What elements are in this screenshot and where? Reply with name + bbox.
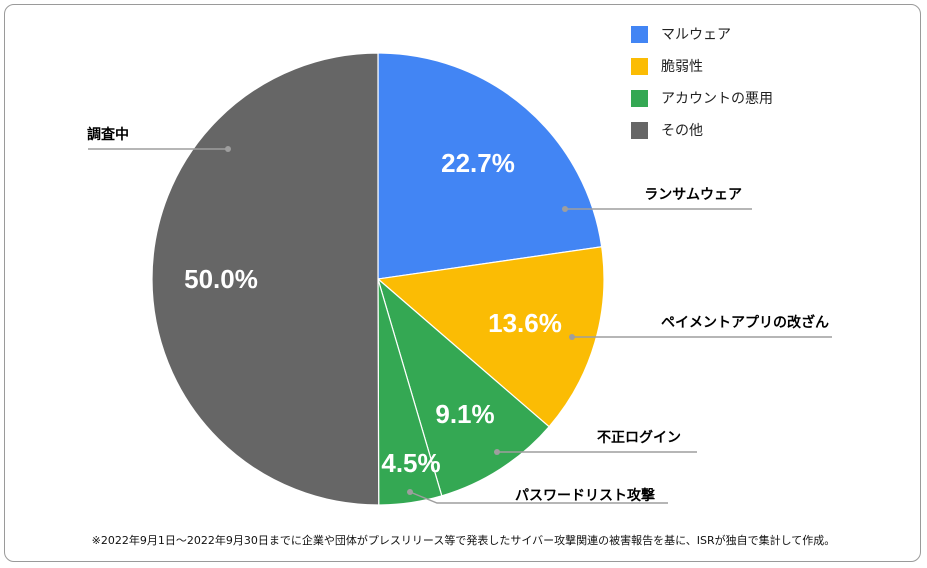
legend-label-account-abuse: アカウントの悪用	[661, 91, 773, 107]
value-label-password-list-attack: 4.5%	[381, 448, 440, 478]
category-label-ransomware: ランサムウェア	[644, 187, 742, 203]
callout-dot-password-list-attack	[407, 489, 413, 495]
value-label-under-investigation: 50.0%	[184, 264, 258, 294]
category-label-payment-app-tampering: ペイメントアプリの改ざん	[661, 314, 829, 331]
legend-item-vulnerability: 脆弱性	[631, 50, 773, 82]
legend-label-vulnerability: 脆弱性	[661, 59, 703, 75]
legend-swatch-other	[631, 121, 648, 139]
legend-swatch-vulnerability	[631, 57, 648, 75]
legend: マルウェア 脆弱性 アカウントの悪用 その他	[631, 18, 773, 146]
category-label-unauthorized-login: 不正ログイン	[597, 429, 681, 446]
legend-swatch-account-abuse	[631, 89, 648, 107]
callout-dot-payment-app-tampering	[569, 334, 575, 340]
callout-dot-ransomware	[562, 206, 568, 212]
category-label-under-investigation: 調査中	[87, 126, 129, 143]
value-label-unauthorized-login: 9.1%	[435, 399, 494, 429]
legend-item-account-abuse: アカウントの悪用	[631, 82, 773, 114]
legend-item-other: その他	[631, 114, 773, 146]
legend-item-malware: マルウェア	[631, 18, 773, 50]
pie-slice-under-investigation	[151, 52, 380, 506]
legend-swatch-malware	[631, 25, 648, 43]
legend-label-malware: マルウェア	[661, 27, 731, 43]
category-label-password-list-attack: パスワードリスト攻撃	[515, 487, 655, 504]
pie-slice-unauthorized-login	[376, 277, 550, 497]
value-label-payment-app-tampering: 13.6%	[488, 308, 562, 338]
pie-slice-ransomware	[377, 52, 603, 280]
pie-slice-payment-app-tampering	[376, 246, 605, 428]
legend-label-other: その他	[661, 123, 703, 139]
callout-line-password-list-attack	[409, 491, 668, 504]
callout-dot-unauthorized-login	[494, 449, 500, 455]
footnote: ※2022年9月1日～2022年9月30日までに企業や団体がプレスリリース等で発…	[91, 534, 836, 547]
callout-dot-under-investigation	[225, 146, 231, 152]
value-label-ransomware: 22.7%	[441, 148, 515, 178]
